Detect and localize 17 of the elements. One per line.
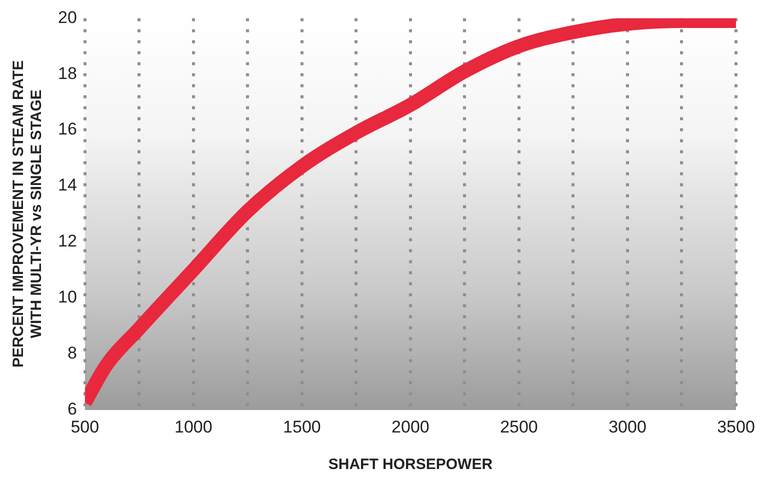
x-tick-label: 3000 xyxy=(608,417,646,436)
y-tick-label: 12 xyxy=(58,232,77,251)
y-axis-title: PERCENT IMPROVEMENT IN STEAM RATE WITH MULTI-YR vs SINGLE STAGE xyxy=(10,60,46,368)
y-tick-label: 8 xyxy=(67,343,77,362)
y-tick-label: 14 xyxy=(58,176,77,195)
y-tick-label: 16 xyxy=(58,120,77,139)
x-tick-label: 3500 xyxy=(717,417,755,436)
x-axis-title: SHAFT HORSEPOWER xyxy=(328,456,493,474)
x-tick-label: 1000 xyxy=(174,417,212,436)
x-tick-label: 1500 xyxy=(283,417,321,436)
y-tick-label: 18 xyxy=(58,64,77,83)
x-tick-label: 2500 xyxy=(500,417,538,436)
y-tick-label: 20 xyxy=(58,8,77,27)
y-tick-label: 6 xyxy=(67,399,77,418)
x-tick-label: 2000 xyxy=(392,417,430,436)
y-tick-label: 10 xyxy=(58,287,77,306)
x-tick-label: 500 xyxy=(70,417,100,436)
